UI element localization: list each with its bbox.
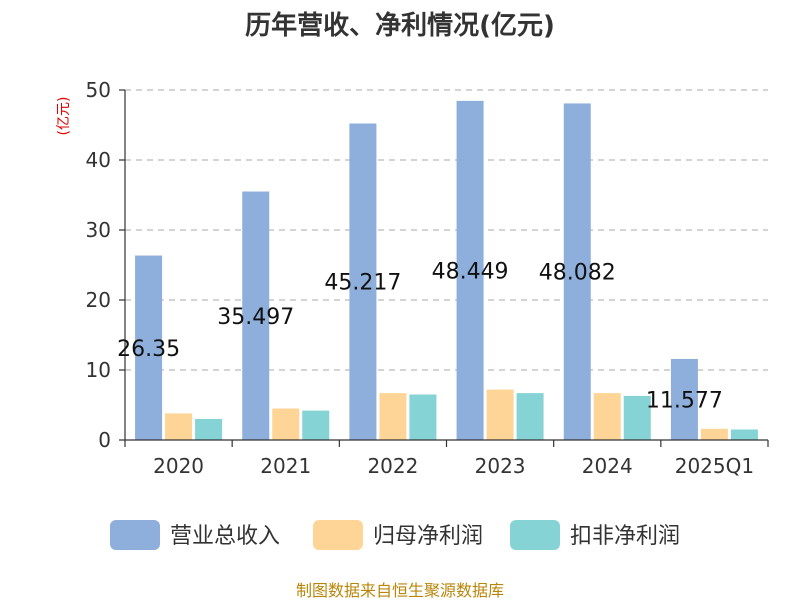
- revenue-value-label: 45.217: [324, 271, 401, 296]
- revenue-value-label: 11.577: [646, 388, 723, 413]
- revenue-value-label: 26.35: [117, 337, 180, 362]
- bar-1-0: [165, 413, 193, 440]
- revenue-value-label: 48.449: [432, 259, 509, 284]
- legend-label-1: 归母净利润: [373, 524, 483, 549]
- legend-label-0: 营业总收入: [170, 524, 280, 549]
- bar-2-1: [302, 410, 330, 440]
- revenue-value-label: 48.082: [539, 261, 616, 286]
- axes: 0 10 20 30 40 50 2020 2021 2022 2023 2024 2025Q1: [86, 78, 769, 478]
- bar-2-4: [623, 395, 651, 440]
- data-labels: 26.35 35.497 45.217 48.449 48.082 11.577: [117, 259, 723, 413]
- y-tick-label: 50: [86, 78, 111, 102]
- bar-1-4: [593, 393, 621, 440]
- bar-0-2: [349, 123, 377, 440]
- bar-1-1: [272, 408, 300, 440]
- bar-1-2: [379, 393, 407, 440]
- bar-0-0: [135, 255, 163, 440]
- y-tick-label: 10: [86, 358, 111, 382]
- chart-title: 历年营收、净利情况(亿元): [245, 10, 555, 41]
- legend-swatch-2: [510, 520, 560, 550]
- y-axis-unit-label: (亿元): [56, 97, 72, 136]
- legend-swatch-0: [110, 520, 160, 550]
- bar-2-2: [409, 394, 437, 440]
- legend: 营业总收入 归母净利润 扣非净利润: [110, 520, 680, 550]
- bar-2-0: [195, 419, 223, 440]
- x-tick-label: 2024: [582, 454, 633, 478]
- y-tick-label: 20: [86, 288, 111, 312]
- x-tick-label: 2023: [475, 454, 526, 478]
- x-tick-label: 2022: [367, 454, 418, 478]
- bar-2-3: [516, 393, 544, 440]
- x-tick-label: 2020: [153, 454, 204, 478]
- revenue-value-label: 35.497: [217, 305, 294, 330]
- y-tick-label: 0: [98, 428, 111, 452]
- source-footer: 制图数据来自恒生聚源数据库: [296, 581, 504, 600]
- bar-0-1: [242, 191, 270, 440]
- y-tick-label: 30: [86, 218, 111, 242]
- x-tick-label: 2025Q1: [675, 454, 754, 478]
- legend-label-2: 扣非净利润: [570, 524, 680, 549]
- bars: [135, 100, 758, 441]
- x-tick-label: 2021: [260, 454, 311, 478]
- bar-0-5: [670, 358, 698, 440]
- bar-1-5: [700, 428, 728, 440]
- bar-0-3: [456, 100, 484, 441]
- bar-2-5: [730, 429, 758, 440]
- grid-lines: [125, 89, 768, 371]
- bar-0-4: [563, 103, 591, 441]
- bar-1-3: [486, 389, 514, 440]
- legend-swatch-1: [313, 520, 363, 550]
- y-tick-label: 40: [86, 148, 111, 172]
